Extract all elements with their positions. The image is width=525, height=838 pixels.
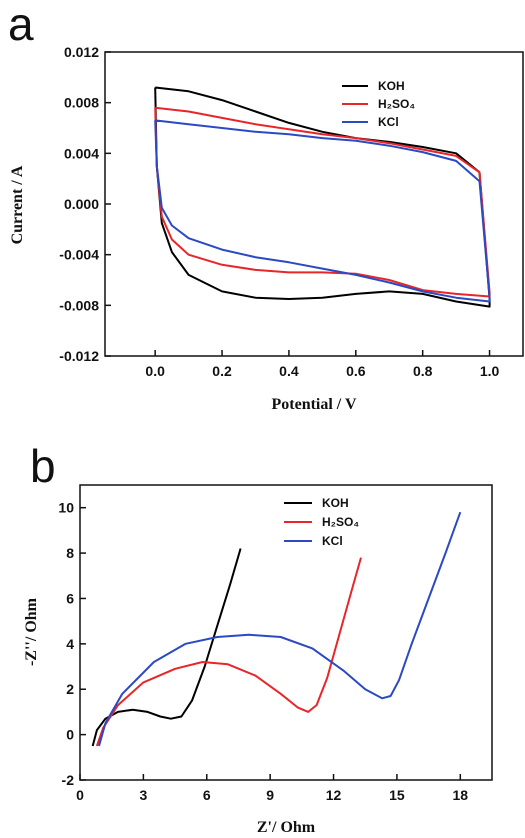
chart-b-xtick-label: 0 bbox=[76, 787, 84, 803]
chart-b-xtick-label: 3 bbox=[139, 787, 147, 803]
chart-b-xlabel: Z'/ Ohm bbox=[257, 819, 316, 836]
chart-a-xtick-label: 0.4 bbox=[279, 363, 299, 379]
chart-b-series-line-0 bbox=[91, 548, 242, 747]
chart-b-series bbox=[91, 511, 462, 747]
chart-a-series bbox=[154, 86, 491, 308]
chart-b-ytick-label: 0 bbox=[66, 727, 74, 743]
chart-a-xtick-label: 0.2 bbox=[212, 363, 232, 379]
chart-b-ylabel: -Z''/ Ohm bbox=[23, 597, 40, 666]
chart-a-ytick-label: -0.008 bbox=[59, 297, 99, 313]
chart-a-xtick-label: 0.6 bbox=[346, 363, 366, 379]
legend-a-h2so4-label: H₂SO₄ bbox=[378, 97, 415, 111]
legend-a-koh-label: KOH bbox=[378, 79, 405, 93]
panel-label-b: b bbox=[30, 440, 56, 492]
legend-b-h2so4-label: H₂SO₄ bbox=[322, 515, 359, 529]
chart-a-xtick-label: 1.0 bbox=[480, 363, 500, 379]
chart-a-ytick-label: 0.012 bbox=[64, 44, 99, 60]
chart-b-xtick-label: 15 bbox=[389, 787, 405, 803]
chart-b-ytick-label: 8 bbox=[66, 545, 74, 561]
chart-b-xtick-label: 9 bbox=[266, 787, 274, 803]
chart-a-series-line-1 bbox=[154, 106, 491, 298]
chart-b-plot-area bbox=[79, 484, 493, 781]
chart-a-ticks: 0.0 0.2 0.4 0.6 0.8 1.0 0.012 0.008 0.004 0.000 -0… bbox=[59, 44, 499, 379]
chart-a-ytick-label: 0.004 bbox=[64, 145, 99, 161]
chart-b-xtick-label: 12 bbox=[326, 787, 342, 803]
chart-a-ytick-label: 0.008 bbox=[64, 95, 99, 111]
chart-a-ytick-label: -0.004 bbox=[59, 247, 99, 263]
legend-b-koh-label: KOH bbox=[322, 496, 349, 510]
panel-label-a: a bbox=[8, 0, 34, 50]
chart-b-ytick-label: 4 bbox=[66, 636, 74, 652]
chart-a-ytick-label: -0.012 bbox=[59, 348, 99, 364]
legend-a-kcl-label: KCl bbox=[378, 115, 399, 129]
chart-a-ytick-label: 0.000 bbox=[64, 196, 99, 212]
chart-b-xtick-label: 18 bbox=[453, 787, 469, 803]
chart-b-ytick-label: -2 bbox=[62, 772, 75, 788]
chart-b-ytick-label: 10 bbox=[58, 500, 74, 516]
chart-a-series-line-0 bbox=[154, 86, 491, 308]
chart-a-series-line-2 bbox=[154, 119, 491, 303]
chart-b-series-line-2 bbox=[98, 511, 462, 747]
chart-a: 0.0 0.2 0.4 0.6 0.8 1.0 0.012 0.008 0.004 0.000 -0… bbox=[9, 44, 524, 413]
chart-b-series-line-1 bbox=[95, 557, 362, 747]
chart-b-ytick-label: 6 bbox=[66, 590, 74, 606]
chart-a-legend: KOH H₂SO₄ KCl bbox=[342, 79, 415, 129]
chart-b-legend: KOH H₂SO₄ KCl bbox=[284, 496, 359, 548]
chart-a-xtick-label: 0.0 bbox=[145, 363, 165, 379]
legend-b-kcl-label: KCl bbox=[322, 534, 343, 548]
chart-a-plot-area bbox=[104, 51, 524, 357]
chart-a-xlabel: Potential / V bbox=[271, 396, 356, 413]
chart-b-ytick-label: 2 bbox=[66, 681, 74, 697]
chart-a-xtick-label: 0.8 bbox=[413, 363, 433, 379]
chart-a-ylabel: Current / A bbox=[9, 165, 26, 244]
chart-b-xtick-label: 6 bbox=[203, 787, 211, 803]
